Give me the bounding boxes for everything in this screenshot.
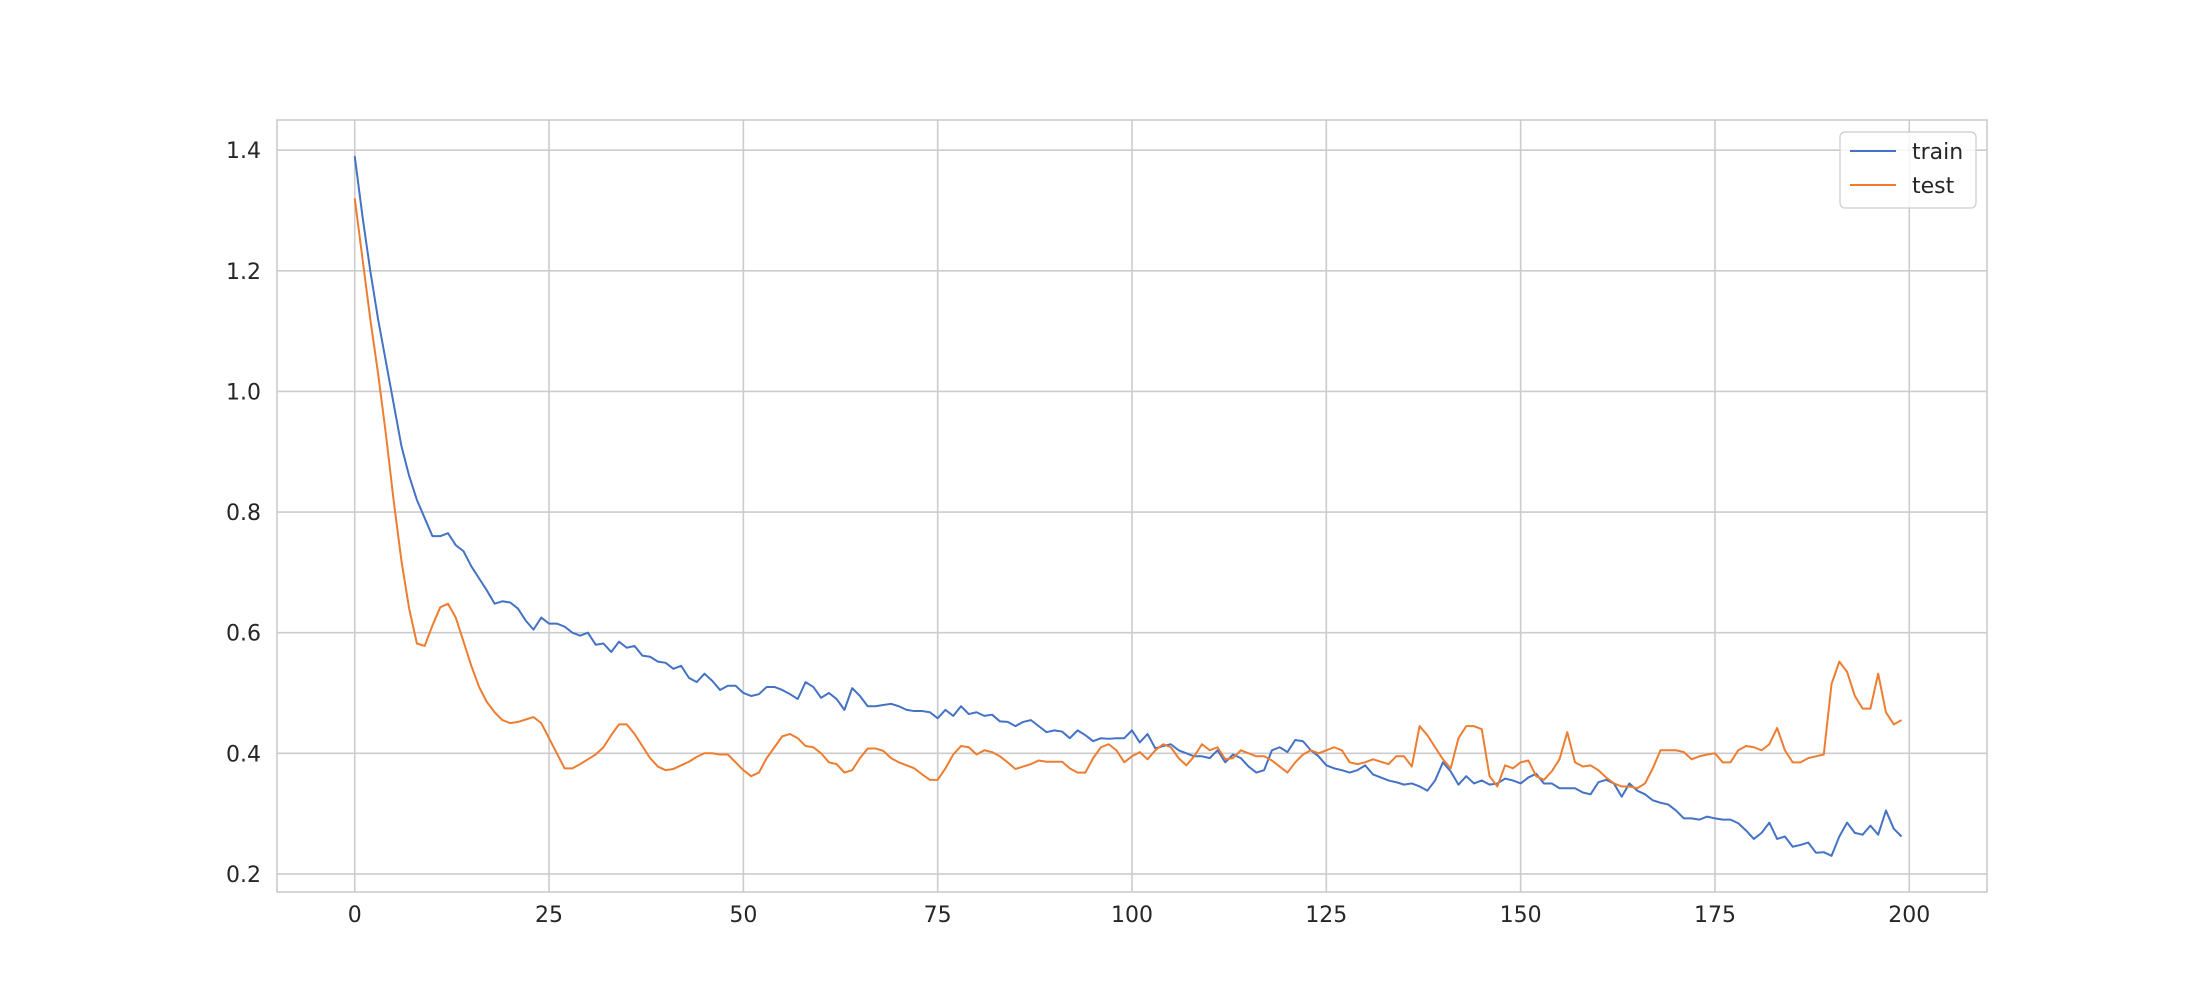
legend-label-test: test xyxy=(1912,174,1955,199)
series-line-train xyxy=(353,156,1903,857)
x-tick-labels: 0 25 50 75 100 125 150 175 200 xyxy=(348,903,1931,928)
y-tick-labels: 0.2 0.4 0.6 0.8 1.0 1.2 1.4 xyxy=(226,139,261,888)
plot-frame xyxy=(276,119,1988,893)
x-tick-label: 25 xyxy=(535,903,563,928)
y-tick-label: 1.2 xyxy=(226,260,261,285)
y-tick-label: 0.6 xyxy=(226,622,261,647)
series-layer xyxy=(353,156,1903,857)
x-tick-label: 0 xyxy=(348,903,362,928)
legend-label-train: train xyxy=(1912,140,1963,165)
x-tick-label: 125 xyxy=(1305,903,1347,928)
y-gridlines xyxy=(277,149,1987,875)
x-tick-label: 50 xyxy=(729,903,757,928)
x-tick-label: 200 xyxy=(1888,903,1930,928)
y-tick-label: 0.4 xyxy=(226,742,261,767)
y-tick-label: 1.0 xyxy=(226,380,261,405)
legend: train test xyxy=(1839,131,1977,209)
x-tick-label: 175 xyxy=(1694,903,1736,928)
x-tick-label: 100 xyxy=(1111,903,1153,928)
x-tick-label: 150 xyxy=(1500,903,1542,928)
series-line-test xyxy=(353,198,1902,790)
x-tick-label: 75 xyxy=(924,903,952,928)
y-tick-label: 0.2 xyxy=(226,863,261,888)
y-tick-label: 1.4 xyxy=(226,139,261,164)
y-tick-label: 0.8 xyxy=(226,501,261,526)
